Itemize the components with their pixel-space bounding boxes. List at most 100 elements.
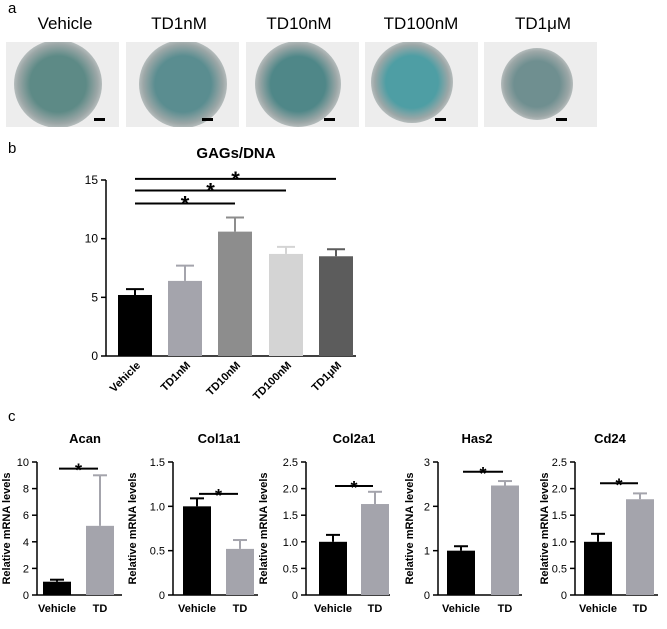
y-tick-label: 2.5 xyxy=(552,457,567,469)
x-tick-label: TD10nM xyxy=(204,360,243,399)
y-axis-label: Relative mRNA levels xyxy=(539,472,551,584)
chart-gags: GAGs/DNA 0 5 10 15 Vehicle TD1nM TD10nM TD100nM T… xyxy=(85,145,356,403)
chart-title: Has2 xyxy=(461,431,492,446)
y-tick-label: 8 xyxy=(23,484,29,496)
bar-vehicle xyxy=(183,506,211,595)
significance-star: * xyxy=(350,478,357,498)
x-tick-label: TD100nM xyxy=(251,360,294,403)
x-tick-label: Vehicle xyxy=(314,603,352,615)
image-title-td100nm: TD100nM xyxy=(383,14,459,33)
bar-td xyxy=(361,504,389,595)
y-axis-label: Relative mRNA levels xyxy=(127,472,139,584)
y-tick-label: 1.0 xyxy=(150,501,165,513)
bar-td xyxy=(86,525,114,595)
y-tick-label: 0 xyxy=(159,590,165,602)
y-axis-label: Relative mRNA levels xyxy=(404,472,416,584)
micrograph-vehicle xyxy=(6,42,119,127)
y-tick-label: 10 xyxy=(85,232,99,246)
image-title-td10nm: TD10nM xyxy=(266,14,332,33)
y-tick-label: 0 xyxy=(91,349,98,363)
scale-bar xyxy=(202,118,213,121)
bar-td xyxy=(491,485,519,595)
y-tick-label: 2.0 xyxy=(283,484,298,496)
bar-vehicle xyxy=(319,541,347,595)
chart-title: Col2a1 xyxy=(333,431,376,446)
chart-title: Col1a1 xyxy=(198,431,241,446)
x-tick-label: TD xyxy=(233,603,248,615)
significance-star: * xyxy=(181,191,190,216)
y-tick-label: 0 xyxy=(23,590,29,602)
image-title-td1nm: TD1nM xyxy=(151,14,207,33)
y-tick-label: 10 xyxy=(17,457,29,469)
bar-vehicle xyxy=(43,581,71,595)
significance-star: * xyxy=(231,167,240,192)
y-axis-label: Relative mRNA levels xyxy=(1,472,13,584)
spheroid-blob xyxy=(255,42,341,127)
panel-label-a: a xyxy=(8,0,17,17)
significance-star: * xyxy=(75,461,82,481)
scale-bar xyxy=(556,118,567,121)
significance-star: * xyxy=(479,464,486,484)
y-tick-label: 0 xyxy=(292,590,298,602)
chart-col2a1: Col2a1 Relative mRNA levels 0 0.5 1.0 1.5 2.0 2… xyxy=(258,431,390,615)
y-tick-label: 3 xyxy=(424,457,430,469)
scale-bar xyxy=(324,118,335,121)
x-tick-label: TD xyxy=(498,603,513,615)
x-tick-label: Vehicle xyxy=(38,603,76,615)
y-tick-label: 0.5 xyxy=(283,563,298,575)
micrograph-td100nm xyxy=(365,42,478,127)
y-tick-label: 0.5 xyxy=(552,563,567,575)
bar-vehicle xyxy=(447,550,475,595)
panel-label-b: b xyxy=(8,140,17,157)
significance-star: * xyxy=(206,179,215,204)
scale-bar xyxy=(94,118,105,121)
y-tick-label: 1.5 xyxy=(552,510,567,522)
chart-col1a1: Col1a1 Relative mRNA levels 0 0.5 1.0 1.5 Vehi… xyxy=(127,431,258,615)
chart-title: Cd24 xyxy=(594,431,627,446)
bar-vehicle xyxy=(584,541,612,595)
y-tick-label: 1.0 xyxy=(552,537,567,549)
y-tick-label: 15 xyxy=(85,173,99,187)
spheroid-blob xyxy=(371,42,453,123)
y-tick-label: 2 xyxy=(23,563,29,575)
y-tick-label: 0 xyxy=(424,590,430,602)
scale-bar xyxy=(435,118,446,121)
y-tick-label: 1.5 xyxy=(283,510,298,522)
chart-has2: Has2 Relative mRNA levels 0 1 2 3 Vehicle TD * xyxy=(404,431,522,615)
significance-star: * xyxy=(215,486,222,506)
chart-title: Acan xyxy=(69,431,101,446)
x-tick-label: Vehicle xyxy=(108,360,143,395)
spheroid-blob xyxy=(139,42,227,127)
y-tick-label: 1.5 xyxy=(150,457,165,469)
x-tick-label: TD xyxy=(633,603,648,615)
bar-td xyxy=(626,499,654,595)
bar-td xyxy=(226,548,254,595)
x-tick-label: Vehicle xyxy=(178,603,216,615)
bar-td100nm xyxy=(269,253,303,356)
spheroid-blob xyxy=(501,48,573,120)
x-tick-label: TD xyxy=(93,603,108,615)
y-tick-label: 4 xyxy=(23,537,29,549)
x-tick-label: TD1nM xyxy=(159,360,193,394)
micrograph-td1um xyxy=(484,42,597,127)
spheroid-blob xyxy=(14,42,102,127)
panel-label-c: c xyxy=(8,408,16,425)
y-tick-label: 2.5 xyxy=(283,457,298,469)
x-tick-label: Vehicle xyxy=(579,603,617,615)
chart-title: GAGs/DNA xyxy=(196,145,275,162)
y-tick-label: 5 xyxy=(91,290,98,304)
micrograph-td1nm xyxy=(126,42,239,127)
y-tick-label: 0.5 xyxy=(150,546,165,558)
image-title-vehicle: Vehicle xyxy=(37,14,93,33)
image-title-td1um: TD1μM xyxy=(514,14,572,33)
y-tick-label: 1 xyxy=(424,546,430,558)
y-tick-label: 2 xyxy=(424,501,430,513)
chart-cd24: Cd24 Relative mRNA levels 0 0.5 1.0 1.5 2.0 2.5… xyxy=(539,431,658,615)
x-tick-label: TD xyxy=(368,603,383,615)
y-axis-label: Relative mRNA levels xyxy=(258,472,270,584)
y-tick-label: 2.0 xyxy=(552,484,567,496)
y-tick-label: 1.0 xyxy=(283,537,298,549)
x-tick-label: TD1μM xyxy=(310,360,344,394)
y-tick-label: 0 xyxy=(561,590,567,602)
bar-td10nm xyxy=(218,231,252,356)
